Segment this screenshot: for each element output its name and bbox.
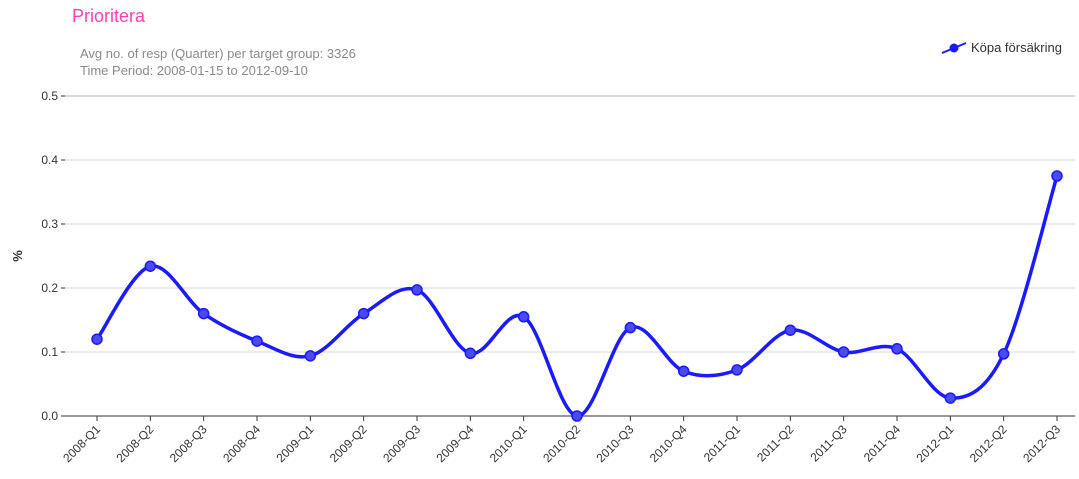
x-tick-label: 2009-Q2: [327, 422, 370, 465]
data-point: [357, 307, 370, 320]
x-tick-label: 2008-Q3: [167, 422, 210, 465]
x-tick-label: 2012-Q2: [967, 422, 1010, 465]
data-point: [997, 348, 1010, 360]
y-tick-label: 0.0: [41, 409, 58, 423]
y-tick-label: 0.1: [41, 345, 58, 359]
x-tick-label: 2009-Q1: [274, 422, 317, 465]
data-point: [624, 321, 637, 334]
data-point: [91, 333, 103, 345]
x-tick-label: 2008-Q1: [60, 422, 103, 465]
x-tick-label: 2010-Q1: [487, 422, 530, 465]
y-tick-label: 0.4: [41, 153, 58, 167]
x-tick-label: 2011-Q1: [701, 422, 744, 465]
data-point: [784, 324, 797, 336]
data-point: [731, 364, 743, 376]
data-point: [944, 392, 957, 404]
x-tick-label: 2009-Q4: [434, 422, 477, 465]
y-tick-label: 0.5: [41, 89, 58, 103]
data-point: [304, 350, 317, 362]
data-point: [1051, 170, 1063, 182]
x-tick-label: 2011-Q4: [861, 422, 904, 465]
chart-title: Prioritera: [72, 6, 146, 26]
series-line: [95, 175, 1059, 418]
x-tick-label: 2008-Q4: [220, 422, 263, 465]
data-point: [464, 347, 477, 360]
x-tick-label: 2009-Q3: [380, 422, 423, 465]
data-point: [571, 410, 583, 422]
data-point: [144, 260, 157, 272]
legend-line-marker-icon: [941, 41, 967, 54]
y-axis-label: %: [10, 250, 25, 262]
x-tick-label: 2011-Q2: [754, 422, 797, 465]
data-point: [197, 307, 210, 320]
data-point: [891, 343, 903, 355]
chart-subtitle-period: Time Period: 2008-01-15 to 2012-09-10: [80, 63, 308, 78]
y-tick-label: 0.3: [41, 217, 58, 231]
data-point: [837, 346, 850, 358]
data-point: [677, 365, 690, 377]
data-point: [517, 311, 530, 323]
legend-label: Köpa försäkring: [970, 40, 1062, 55]
x-tick-label: 2010-Q2: [540, 422, 583, 465]
chart-subtitle-responses: Avg no. of resp (Quarter) per target gro…: [80, 46, 356, 61]
data-point: [251, 335, 263, 347]
x-tick-label: 2008-Q2: [114, 422, 157, 465]
x-tick-label: 2011-Q3: [807, 422, 850, 465]
y-tick-label: 0.2: [41, 281, 58, 295]
x-tick-label: 2010-Q3: [594, 422, 637, 465]
x-tick-label: 2010-Q4: [647, 422, 690, 465]
data-point: [411, 284, 423, 296]
x-tick-label: 2012-Q1: [914, 422, 957, 465]
chart-legend[interactable]: Köpa försäkring: [941, 40, 1062, 55]
x-tick-label: 2012-Q3: [1020, 422, 1063, 465]
